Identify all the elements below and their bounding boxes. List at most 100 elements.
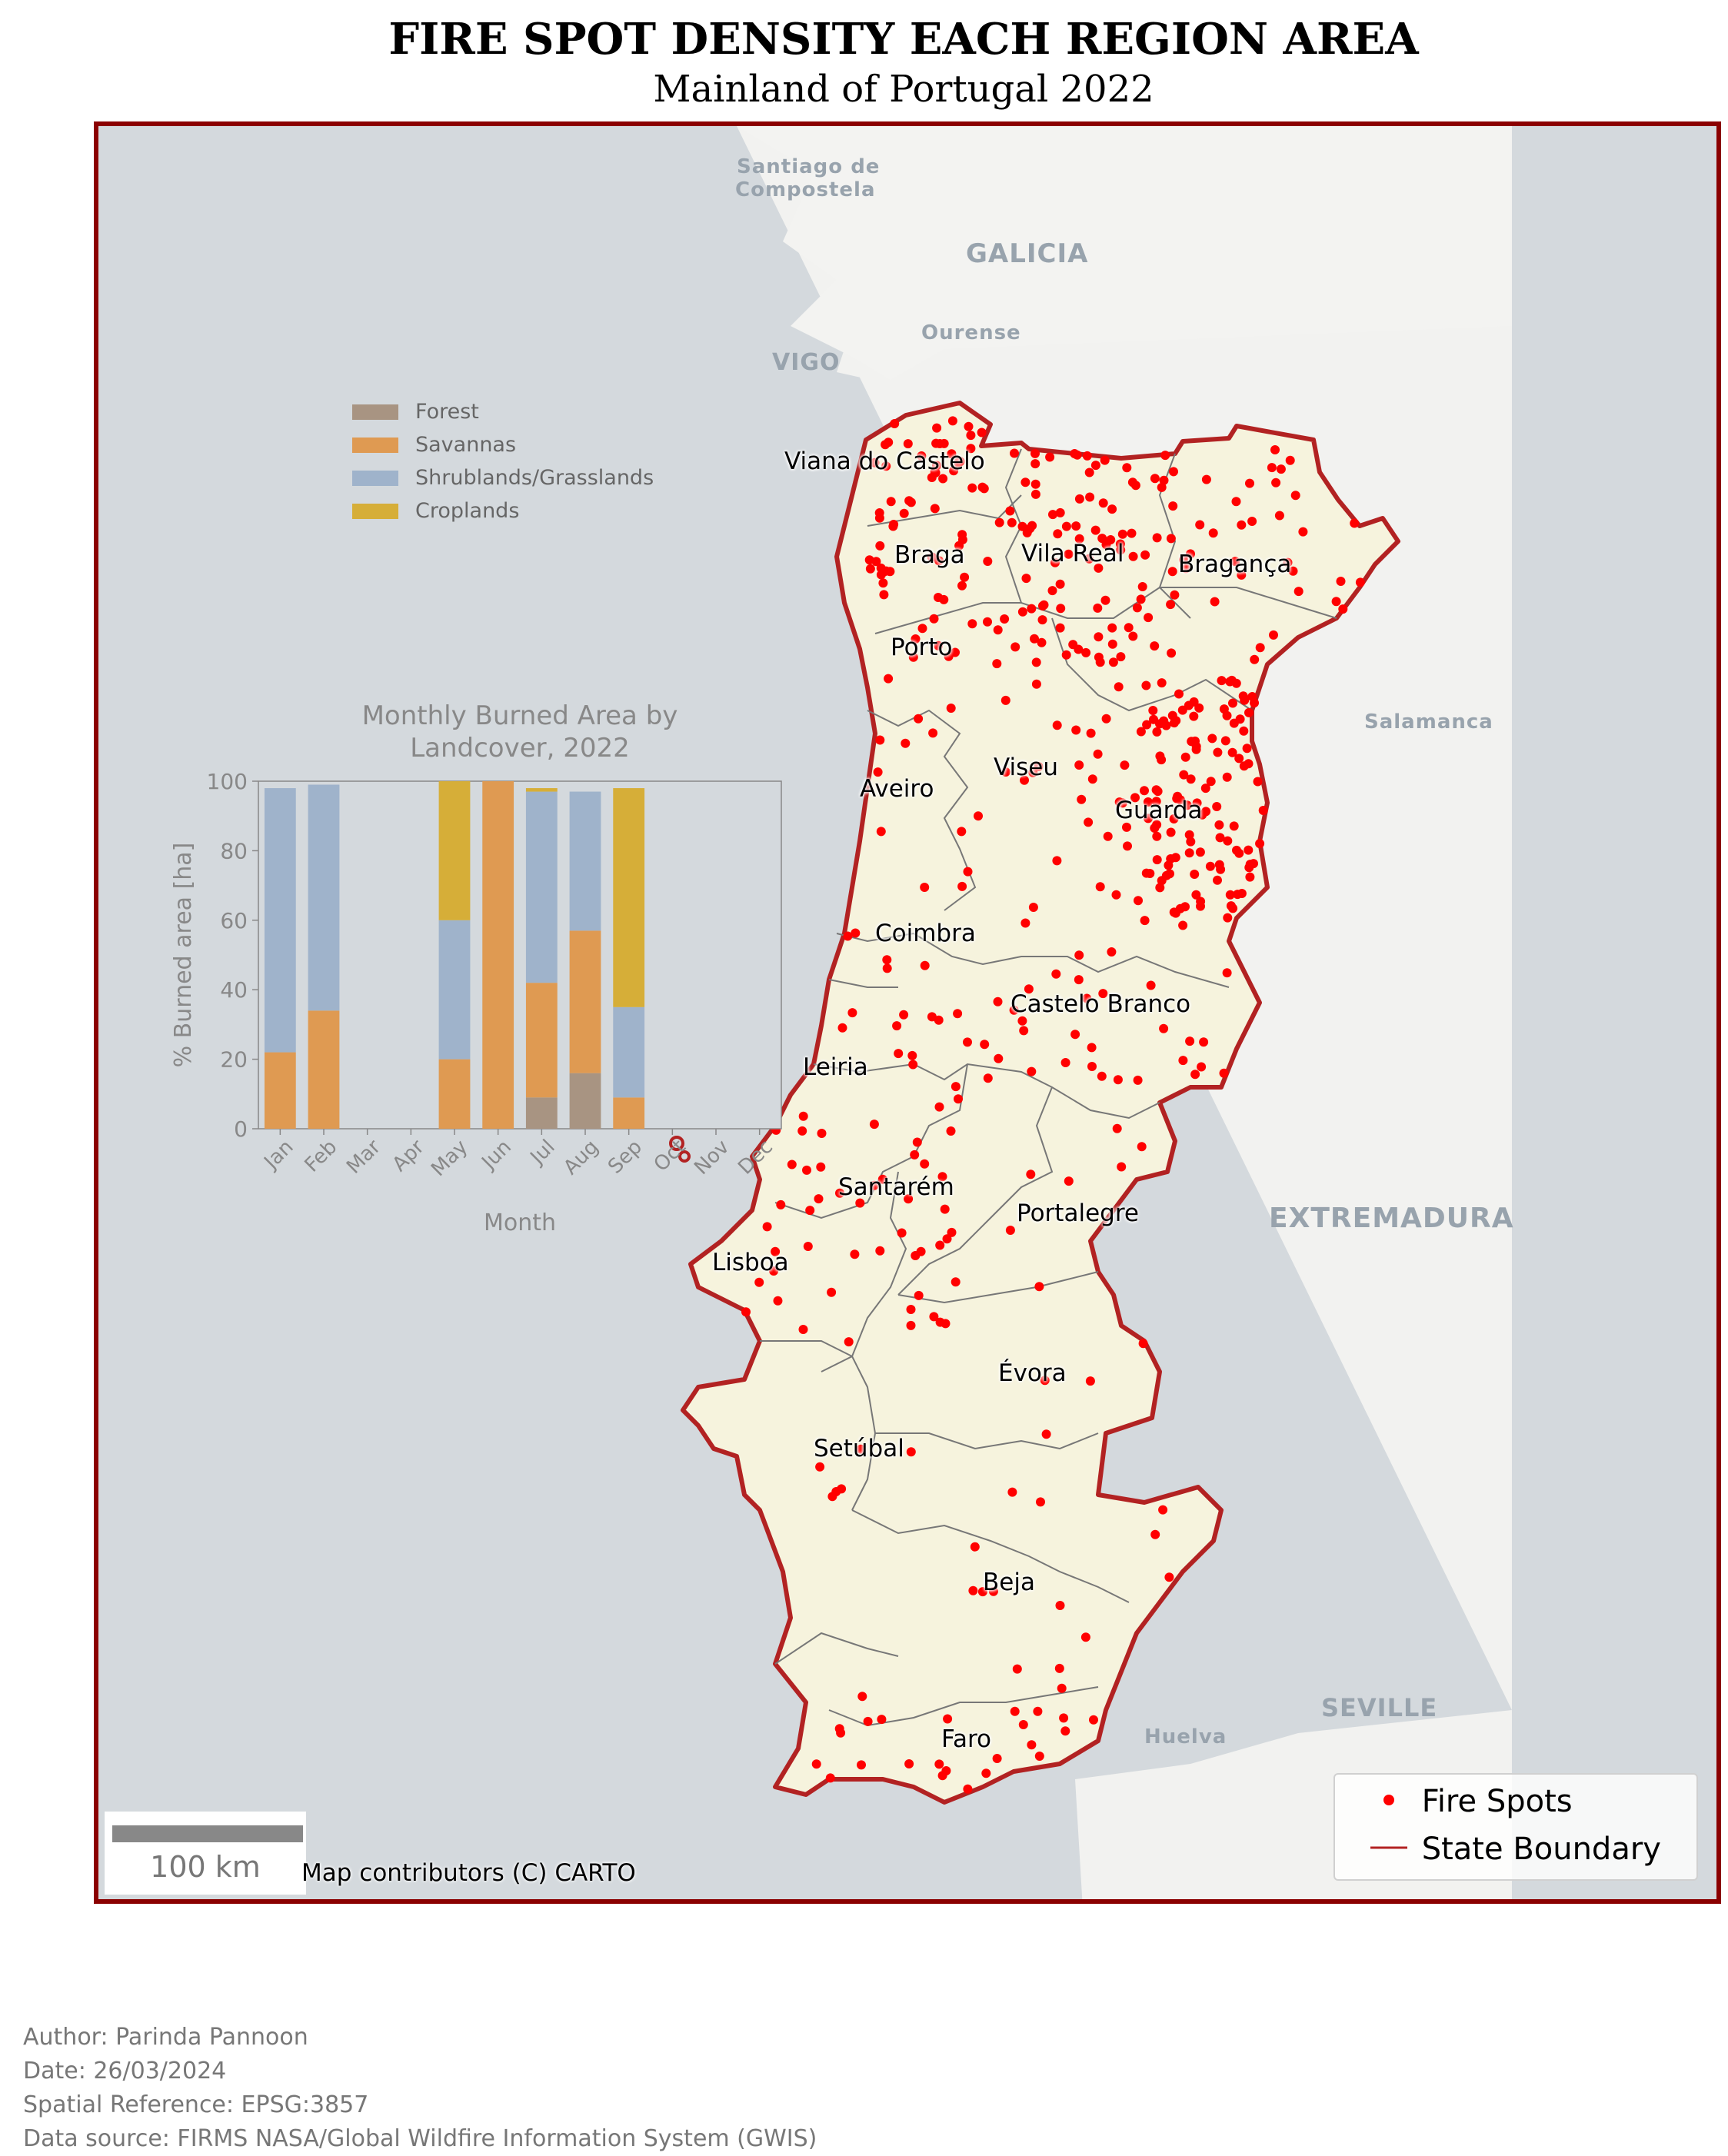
x-tick-label-aug: Aug [559,1136,603,1179]
fire-spot-marker [1036,1497,1045,1507]
fire-spot-marker [1355,577,1365,587]
map-frame[interactable]: Santiago de Compostela GALICIA Ourense V… [94,121,1721,1904]
basemap-label-salamanca: Salamanca [1364,710,1493,734]
fire-spot-marker [847,1008,857,1018]
fire-spot-marker [1170,853,1180,863]
fire-spot-marker [1242,744,1252,754]
y-tick-label-100: 100 [207,769,248,794]
fire-spot-marker [1179,770,1189,780]
fire-spot-marker [1140,550,1150,560]
fire-spot-marker [960,572,970,582]
fire-spot-marker [1085,1376,1095,1386]
fire-spot-marker [1159,475,1169,485]
map-legend: Fire Spots State Boundary [1333,1773,1698,1881]
fire-spot-marker [1151,785,1161,795]
fire-spot-marker [1030,489,1040,499]
fire-spot-marker [1152,855,1162,865]
fire-spot-marker [827,1492,837,1502]
region-label-viana-do-castelo: Viana do Castelo [784,448,985,475]
fire-spot-marker [1212,802,1222,811]
fire-spot-marker [914,714,924,724]
fire-spot-marker [901,738,911,748]
bar-jan-shrublands-grasslands [264,788,296,1053]
fire-spot-marker [875,541,885,551]
fire-spot-marker [1050,557,1060,567]
chart-plot-area [258,780,782,1130]
fire-spot-marker [1072,450,1082,460]
fire-spot-marker [1101,714,1111,724]
fire-spot-marker [920,1159,930,1169]
fire-spot-marker [1190,1070,1200,1080]
fire-spot-marker [1239,761,1249,771]
fire-spot-marker [914,1290,924,1300]
fire-spot-marker [1196,901,1205,911]
fire-spot-marker [1271,477,1281,487]
fire-spot-marker [1053,529,1063,539]
x-tick-label-jul: Jul [525,1136,560,1170]
fire-spot-marker [1174,689,1184,699]
fire-spot-marker [1158,1505,1168,1515]
chart-title-line-1: Monthly Burned Area by [362,700,678,731]
fire-spot-marker [1227,675,1237,685]
fire-spot-marker [1074,950,1084,960]
fire-spot-marker [805,1206,815,1216]
region-label-vila-real: Vila Real [1021,540,1124,567]
fire-spot-marker [1195,847,1205,857]
map-canvas[interactable] [98,126,1721,1904]
fire-spot-marker [1103,831,1113,841]
fire-spot-marker [1030,448,1040,458]
fire-spot-marker [993,996,1003,1006]
fire-spot-marker [762,1222,772,1232]
fire-spot-marker [951,1277,961,1287]
bar-feb-shrublands-grasslands [308,784,340,1011]
fire-spot-marker [1234,848,1244,858]
fire-spot-marker [1283,557,1293,567]
fire-spot-marker [1028,903,1038,912]
scale-bar-graphic [112,1825,303,1842]
fire-spot-marker [1122,822,1131,832]
fire-spot-marker [911,634,921,644]
legend-label-forest: Forest [415,400,479,424]
basemap-label-huelva: Huelva [1144,1725,1227,1748]
fire-spot-marker [1047,586,1057,596]
fire-spot-marker [1141,680,1151,690]
fire-spot-marker [994,517,1004,527]
fire-spot-marker [892,1021,902,1031]
fire-spot-marker [1080,1632,1090,1642]
fire-spot-marker [873,767,883,777]
fire-spot-marker [771,1246,781,1256]
fire-spot-marker [968,1585,978,1595]
fire-spot-marker [1285,455,1295,465]
bar-may-croplands [438,781,471,920]
fire-spot-marker [1128,631,1138,641]
basemap-label-galicia: GALICIA [966,238,1089,269]
map-attribution: Map contributors (C) CARTO [301,1859,636,1887]
map-title: FIRE SPOT DENSITY EACH REGION AREA [388,14,1419,65]
fire-spot-marker [904,496,914,506]
fire-spot-marker [927,1012,937,1022]
fire-spot-marker [1250,654,1260,664]
fire-spot-marker [899,1010,909,1020]
x-tick-label-oct: Oct [650,1136,691,1176]
y-tick-label-20: 20 [220,1047,248,1073]
fire-spot-marker [1140,916,1150,926]
fire-spot-marker [1057,1683,1067,1693]
fire-spot-marker [1290,491,1300,501]
fire-spot-marker [927,552,937,562]
fire-spot-marker [1255,643,1265,653]
fire-spot-marker [1172,794,1182,804]
fire-spot-marker [1055,507,1065,517]
fire-spot-marker [1041,1429,1051,1439]
fire-spot-marker [870,457,880,467]
footer-reference: Spatial Reference: EPSG:3857 [23,2091,369,2118]
fire-spot-marker [1178,1056,1188,1066]
fire-spot-marker [947,1227,957,1237]
legend-label-shrublands: Shrublands/Grasslands [415,466,654,490]
fire-spot-marker [1123,841,1132,851]
fire-spot-marker [1274,511,1284,521]
bar-sep-shrublands-grasslands [613,1006,645,1098]
fire-spot-marker [1085,492,1095,502]
fire-spot-marker [1010,642,1020,652]
fire-spot-marker [797,1126,807,1136]
